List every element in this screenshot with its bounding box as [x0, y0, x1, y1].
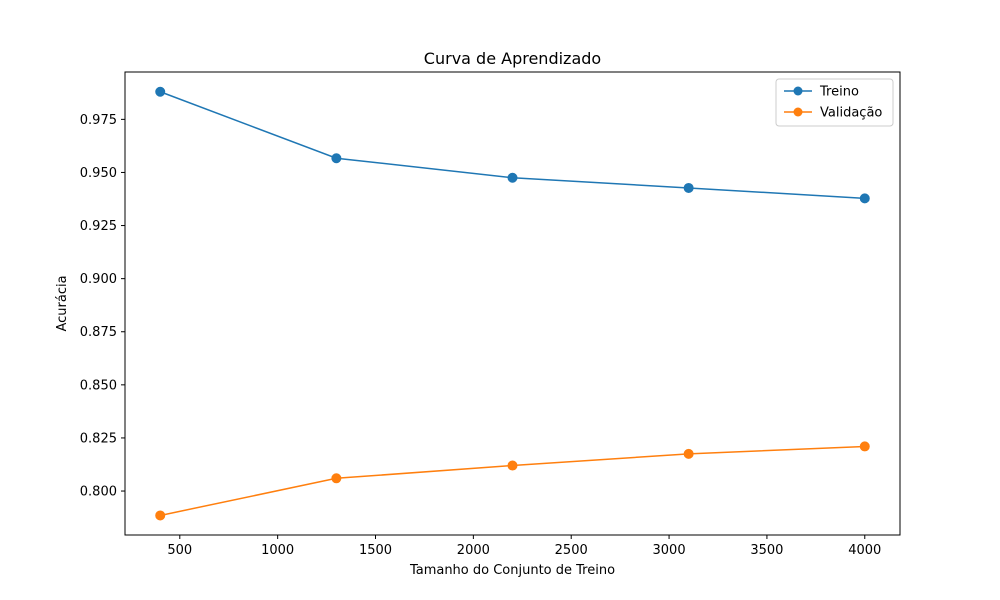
- x-tick-label: 500: [167, 543, 192, 558]
- data-point-validacao: [331, 473, 342, 484]
- legend-label-validacao: Validação: [820, 106, 882, 121]
- y-tick-label: 0.900: [80, 272, 117, 287]
- legend-marker-validacao: [793, 107, 803, 117]
- legend-marker-treino: [793, 86, 803, 96]
- x-tick-label: 1000: [261, 543, 294, 558]
- plot-area: [155, 86, 870, 521]
- legend-label-treino: Treino: [819, 85, 859, 100]
- data-point-treino: [155, 86, 166, 97]
- legend: Treino Validação: [775, 78, 894, 127]
- x-axis: 500 1000 1500 2000 2500 3000 3500 4000: [167, 535, 881, 558]
- y-tick-label: 0.950: [80, 166, 117, 181]
- y-tick-label: 0.850: [80, 378, 117, 393]
- y-axis: 0.800 0.825 0.850 0.875 0.900 0.925 0.950 0.975: [80, 113, 125, 500]
- data-point-treino: [507, 172, 518, 183]
- x-tick-label: 4000: [848, 543, 881, 558]
- x-tick-label: 3000: [653, 543, 686, 558]
- y-tick-label: 0.875: [80, 325, 117, 340]
- y-tick-label: 0.800: [80, 485, 117, 500]
- x-tick-label: 2000: [457, 543, 490, 558]
- data-point-validacao: [507, 460, 518, 471]
- y-tick-label: 0.825: [80, 431, 117, 446]
- data-point-validacao: [859, 441, 870, 452]
- chart-title: Curva de Aprendizado: [424, 49, 601, 68]
- plot-frame: [124, 71, 901, 536]
- x-tick-label: 2500: [555, 543, 588, 558]
- data-point-treino: [683, 182, 694, 193]
- data-point-treino: [859, 193, 870, 204]
- x-axis-title: Tamanho do Conjunto de Treino: [409, 563, 615, 578]
- data-point-validacao: [155, 510, 166, 521]
- y-tick-label: 0.975: [80, 113, 117, 128]
- x-tick-label: 3500: [750, 543, 783, 558]
- x-tick-label: 1500: [359, 543, 392, 558]
- y-tick-label: 0.925: [80, 219, 117, 234]
- data-point-validacao: [683, 448, 694, 459]
- data-point-treino: [331, 153, 342, 164]
- y-axis-title: Acurácia: [55, 275, 70, 331]
